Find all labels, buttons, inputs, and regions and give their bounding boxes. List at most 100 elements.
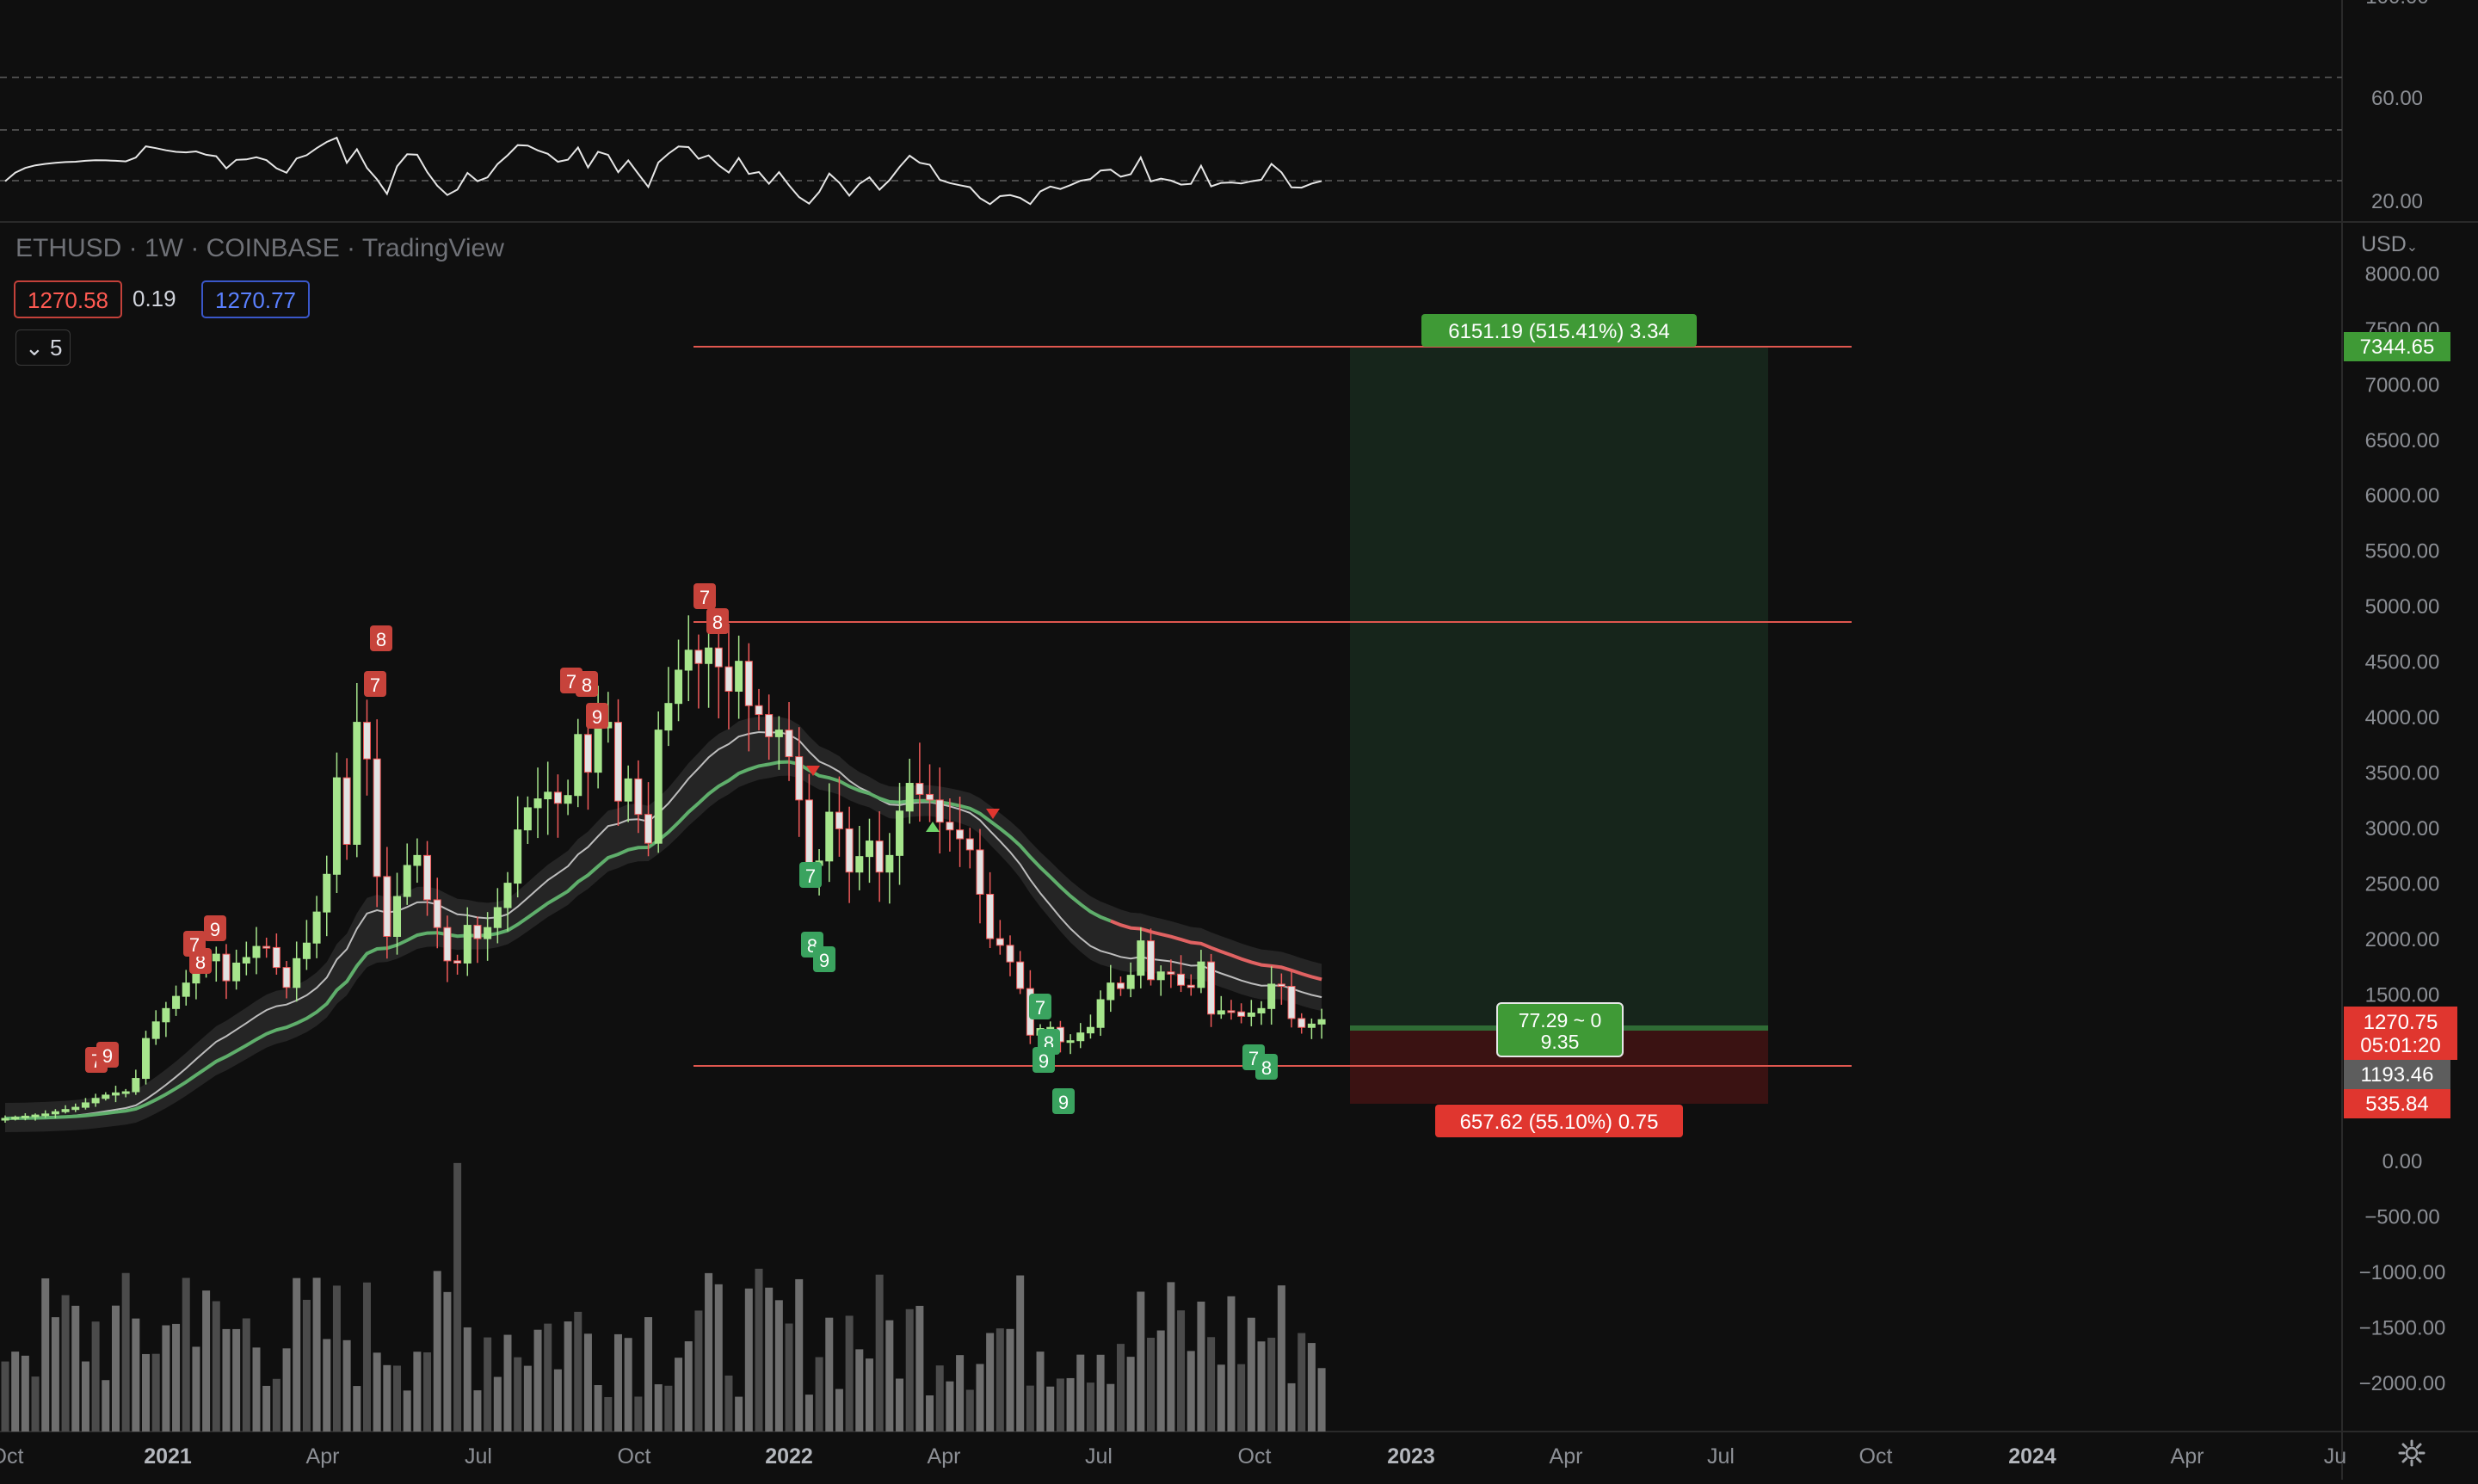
candle xyxy=(885,833,894,904)
volume-bar xyxy=(102,1380,110,1432)
svg-text:6151.19 (515.41%) 3.34: 6151.19 (515.41%) 3.34 xyxy=(1448,320,1670,343)
rsi-line xyxy=(4,136,1322,206)
svg-text:9.35: 9.35 xyxy=(1541,1031,1580,1053)
volume-bar xyxy=(51,1317,59,1432)
volume-bar xyxy=(1076,1354,1085,1432)
volume-bar xyxy=(21,1355,29,1432)
candle xyxy=(162,1001,170,1038)
volume-bar xyxy=(61,1295,70,1432)
volume-bar xyxy=(523,1365,532,1432)
volume-bar xyxy=(594,1385,602,1432)
buy-arrow-icon xyxy=(926,822,940,832)
volume-bar xyxy=(222,1328,231,1432)
stop-label[interactable]: 657.62 (55.10%) 0.75 xyxy=(1435,1105,1683,1137)
volume-bar xyxy=(533,1329,542,1432)
candle xyxy=(503,871,512,932)
price-axis[interactable]: 8000.007500.007000.006500.006000.005500.… xyxy=(2359,262,2446,1395)
candle xyxy=(965,828,974,869)
svg-text:77.29 ~ 0: 77.29 ~ 0 xyxy=(1519,1009,1602,1031)
candle xyxy=(463,907,472,976)
candle xyxy=(624,765,632,822)
price-tick-label: −1500.00 xyxy=(2359,1316,2446,1339)
candle xyxy=(744,643,753,752)
volume-bar xyxy=(493,1376,502,1432)
volume-bar xyxy=(463,1327,472,1432)
time-tick-label: 2024 xyxy=(2008,1444,2056,1469)
td-label: 9 xyxy=(96,1042,119,1068)
candle xyxy=(1187,974,1195,996)
volume-bar xyxy=(956,1355,965,1432)
time-axis[interactable]: Oct 2021 Apr Jul Oct 2022 Apr Jul Oct 2023 Apr Jul O… xyxy=(0,1444,2346,1469)
candle xyxy=(182,970,190,1006)
candle xyxy=(905,758,914,824)
candle xyxy=(533,767,542,839)
volume-bar xyxy=(1217,1364,1225,1432)
volume-bar xyxy=(755,1268,763,1432)
sell-arrow-icon xyxy=(986,809,1000,819)
price-tick-label: 6500.00 xyxy=(2365,429,2440,453)
volume-bar xyxy=(252,1347,261,1432)
volume-bar xyxy=(342,1339,351,1432)
currency-selector[interactable]: USD⌄ xyxy=(2361,232,2418,257)
candle xyxy=(574,718,583,808)
volume-bar xyxy=(473,1390,482,1432)
open-value: 1270.58 xyxy=(14,280,122,318)
price-tag-entry: 1193.46 xyxy=(2344,1060,2450,1089)
ema-band xyxy=(5,717,1322,1132)
candle xyxy=(111,1086,120,1103)
candle xyxy=(1096,990,1105,1037)
candle xyxy=(785,702,793,781)
volume-bar xyxy=(1247,1317,1255,1432)
candle xyxy=(865,818,873,884)
td-label: 9 xyxy=(1052,1088,1075,1114)
candle xyxy=(935,767,944,854)
candle xyxy=(946,798,954,852)
volume-bar xyxy=(302,1299,311,1432)
volume-bar xyxy=(393,1365,402,1432)
volume-bar xyxy=(825,1317,834,1432)
svg-text:9: 9 xyxy=(819,950,829,971)
volume-bar xyxy=(1046,1386,1055,1432)
volume-bars xyxy=(1,1162,1326,1432)
candle xyxy=(132,1069,140,1095)
td-label: 8 xyxy=(1255,1054,1278,1080)
target-zone[interactable] xyxy=(1350,347,1768,1028)
svg-text:8: 8 xyxy=(712,612,723,633)
svg-text:05:01:20: 05:01:20 xyxy=(2360,1034,2440,1057)
volume-bar xyxy=(272,1378,280,1432)
volume-bar xyxy=(293,1278,301,1432)
ema-red-line xyxy=(1110,919,1322,982)
settings-gear-icon[interactable] xyxy=(2397,1438,2426,1468)
volume-bar xyxy=(503,1334,512,1432)
volume-bar xyxy=(855,1349,864,1432)
volume-bar xyxy=(41,1278,50,1432)
volume-bar xyxy=(705,1272,713,1432)
candle xyxy=(1197,950,1205,994)
volume-bar xyxy=(785,1323,793,1432)
volume-bar xyxy=(91,1321,100,1432)
indicators-toggle-button[interactable]: ⌄ 5 xyxy=(15,329,71,366)
candle xyxy=(684,615,693,702)
candle xyxy=(1137,927,1145,988)
volume-bar xyxy=(714,1284,723,1432)
volume-bar xyxy=(262,1385,271,1432)
volume-bar xyxy=(212,1301,220,1432)
volume-bar xyxy=(1237,1364,1246,1432)
candle xyxy=(293,941,301,1002)
volume-bar xyxy=(323,1339,331,1432)
volume-bar xyxy=(362,1282,371,1432)
volume-bar xyxy=(694,1310,703,1432)
volume-bar xyxy=(162,1325,170,1432)
candle xyxy=(373,719,381,908)
volume-bar xyxy=(896,1378,904,1432)
target-label[interactable]: 6151.19 (515.41%) 3.34 xyxy=(1421,314,1697,347)
time-tick-label: Apr xyxy=(928,1444,961,1469)
time-tick-label: Apr xyxy=(1550,1444,1583,1469)
volume-bar xyxy=(192,1346,200,1432)
candle xyxy=(724,623,733,730)
volume-bar xyxy=(1277,1285,1285,1432)
candle xyxy=(564,779,572,816)
mid-label[interactable]: 77.29 ~ 0 9.35 xyxy=(1496,1002,1624,1057)
